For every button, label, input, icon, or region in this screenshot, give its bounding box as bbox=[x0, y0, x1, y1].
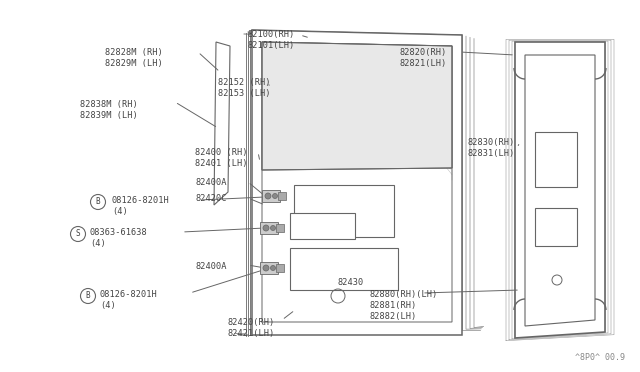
Circle shape bbox=[265, 193, 271, 199]
Text: S: S bbox=[76, 230, 80, 238]
Text: 82828M (RH)
82829M (LH): 82828M (RH) 82829M (LH) bbox=[105, 48, 163, 68]
Text: 08363-61638
(4): 08363-61638 (4) bbox=[90, 228, 148, 248]
Text: 82152 (RH)
82153 (LH): 82152 (RH) 82153 (LH) bbox=[218, 78, 271, 98]
Text: 82420C: 82420C bbox=[195, 194, 227, 203]
Text: B: B bbox=[96, 198, 100, 206]
Polygon shape bbox=[525, 55, 595, 326]
Bar bbox=[276, 224, 284, 232]
Bar bbox=[290, 248, 398, 290]
Bar bbox=[262, 190, 280, 202]
Bar bbox=[260, 222, 278, 234]
Text: 82430: 82430 bbox=[338, 278, 364, 287]
Text: ^8P0^ 00.9: ^8P0^ 00.9 bbox=[575, 353, 625, 362]
Text: 08126-8201H
(4): 08126-8201H (4) bbox=[100, 290, 157, 310]
Text: 82820(RH)
82821(LH): 82820(RH) 82821(LH) bbox=[400, 48, 447, 68]
Text: 82830(RH)
82831(LH): 82830(RH) 82831(LH) bbox=[468, 138, 515, 158]
Polygon shape bbox=[262, 42, 452, 170]
Circle shape bbox=[271, 225, 275, 231]
Circle shape bbox=[271, 266, 275, 270]
Text: 82400 (RH)
82401 (LH): 82400 (RH) 82401 (LH) bbox=[195, 148, 248, 168]
Text: 82400A: 82400A bbox=[195, 262, 227, 271]
Circle shape bbox=[263, 265, 269, 271]
Text: 82420(RH)
82421(LH): 82420(RH) 82421(LH) bbox=[228, 318, 275, 338]
Bar bbox=[278, 192, 286, 200]
Polygon shape bbox=[214, 42, 230, 205]
Text: 82400A: 82400A bbox=[195, 178, 227, 187]
Bar bbox=[535, 208, 577, 246]
Bar bbox=[290, 213, 355, 239]
Text: 08126-8201H
(4): 08126-8201H (4) bbox=[112, 196, 170, 216]
Circle shape bbox=[263, 225, 269, 231]
Bar bbox=[260, 262, 278, 274]
Bar bbox=[294, 185, 394, 237]
Bar bbox=[535, 132, 577, 187]
Text: 82100(RH)
82101(LH): 82100(RH) 82101(LH) bbox=[248, 30, 295, 50]
Text: 82880(RH)(LH)
82881(RH)
82882(LH): 82880(RH)(LH) 82881(RH) 82882(LH) bbox=[370, 290, 438, 321]
Polygon shape bbox=[252, 30, 462, 335]
Text: B: B bbox=[86, 292, 90, 301]
Circle shape bbox=[273, 193, 278, 199]
Text: 82838M (RH)
82839M (LH): 82838M (RH) 82839M (LH) bbox=[80, 100, 138, 120]
Polygon shape bbox=[515, 42, 605, 338]
Bar bbox=[276, 264, 284, 272]
